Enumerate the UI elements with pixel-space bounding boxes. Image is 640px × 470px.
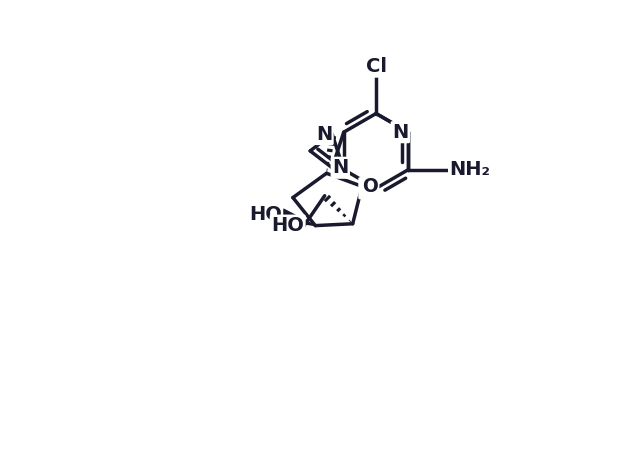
Text: O: O	[362, 177, 378, 196]
Text: N: N	[392, 123, 408, 142]
Text: N: N	[332, 158, 348, 177]
Text: NH₂: NH₂	[449, 160, 490, 179]
Text: HO: HO	[249, 205, 282, 224]
Text: HO: HO	[271, 216, 304, 235]
Text: Cl: Cl	[365, 57, 387, 76]
Text: N: N	[360, 179, 376, 198]
Polygon shape	[280, 209, 316, 226]
Text: N: N	[316, 125, 332, 143]
